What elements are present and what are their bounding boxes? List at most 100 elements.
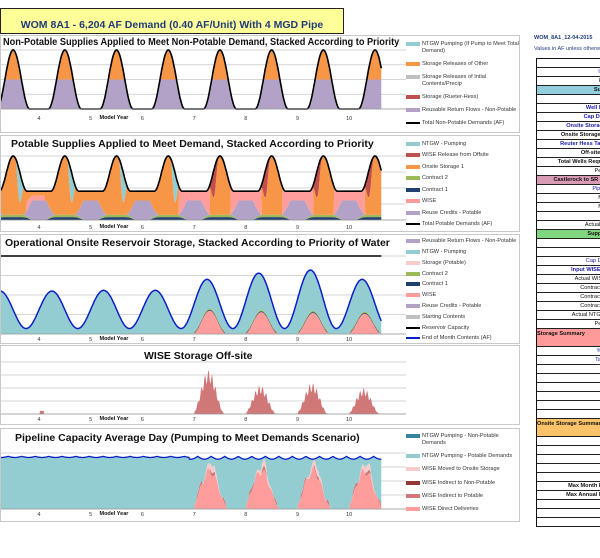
summary-row[interactable]: Sum	[537, 86, 600, 95]
summary-row[interactable]: Pipeli	[537, 185, 600, 194]
summary-row[interactable]	[537, 464, 600, 473]
summary-row[interactable]	[537, 401, 600, 410]
legend-item: Reuse Credits - Potable	[406, 303, 519, 310]
chart-non-potable-supplies[interactable]: 4 5 6 7 8 9 10 Model Year Non-Potable Supplies …	[0, 35, 520, 133]
summary-row[interactable]	[537, 500, 600, 509]
x-tick-label: 10	[346, 417, 352, 423]
x-tick-label: 4	[37, 225, 40, 231]
summary-row[interactable]: Targ	[537, 356, 600, 365]
x-tick-label: 5	[89, 116, 92, 122]
summary-row[interactable]	[537, 473, 600, 482]
summary-row[interactable]: Supply	[537, 230, 600, 239]
summary-row[interactable]: Castlerock to SR Mi	[537, 176, 600, 185]
summary-row[interactable]: Actual NTGW	[537, 311, 600, 320]
summary-row[interactable]: % c	[537, 347, 600, 356]
summary-row[interactable]: Off-site R	[537, 149, 600, 158]
summary-row[interactable]	[537, 374, 600, 383]
legend-label: NTGW Pumping - Potable Demands	[422, 453, 513, 460]
legend-item: WISE Release from Offsite	[406, 152, 519, 159]
summary-row[interactable]: Contract 2	[537, 293, 600, 302]
legend-swatch	[406, 314, 420, 319]
legend-item: Reservoir Capacity	[406, 325, 519, 332]
legend-item: NTGW Pumping (If Pump to Meet Total Dema…	[406, 41, 519, 54]
summary-row[interactable]	[537, 365, 600, 374]
x-tick-label: 9	[296, 116, 299, 122]
chart-plot: 4 5 6 7 8 9 10 Model Year	[1, 49, 406, 122]
summary-row[interactable]: Cap Del	[537, 257, 600, 266]
summary-row[interactable]: Onsite Storage Summar	[537, 419, 600, 437]
x-tick-label: 8	[244, 512, 247, 518]
summary-row[interactable]	[537, 248, 600, 257]
legend-label: End of Month Contents (AF)	[422, 335, 492, 342]
chart-wise-storage-offsite[interactable]: 4 5 6 7 8 9 10 Model Year WISE Storage Off-site	[0, 345, 520, 425]
summary-row[interactable]: A	[537, 446, 600, 455]
summary-row[interactable]: Max Annual Re	[537, 491, 600, 500]
summary-row[interactable]: Total Wells Requir	[537, 158, 600, 167]
summary-row[interactable]: Inp	[537, 68, 600, 77]
summary-row[interactable]: Storage Summary	[537, 329, 600, 347]
legend-swatch	[406, 337, 420, 340]
summary-row[interactable]: C	[537, 239, 600, 248]
summary-row[interactable]: Reuter Hess Targ	[537, 140, 600, 149]
area-wise-storage	[1, 369, 382, 414]
legend-swatch	[406, 107, 420, 112]
legend-swatch	[406, 454, 420, 459]
chart-plot: 4 5 6 7 8 9 10 Model Year	[1, 361, 406, 423]
summary-row[interactable]	[537, 383, 600, 392]
area-reuse-credits-potable	[1, 200, 382, 220]
legend-label: Starting Contents	[422, 313, 466, 320]
x-tick-label: 6	[141, 116, 144, 122]
legend-item: NTGW - Pumping	[406, 141, 519, 148]
x-tick-label: 9	[296, 337, 299, 343]
line-total-potable-demand	[1, 155, 383, 193]
legend-swatch	[406, 141, 420, 146]
summary-row[interactable]	[537, 455, 600, 464]
summary-row[interactable]	[537, 95, 600, 104]
x-tick-label: 7	[193, 116, 196, 122]
summary-row[interactable]: Ma	[537, 194, 600, 203]
legend-item: Reusable Return Flows - Non-Potable	[406, 238, 519, 245]
summary-row[interactable]: Mo	[537, 203, 600, 212]
legend-swatch	[406, 61, 420, 66]
x-tick-label: 4	[37, 417, 40, 423]
chart-onsite-reservoir-storage[interactable]: 4 5 6 7 8 9 10 Model Year Operational Onsite Re…	[0, 234, 520, 344]
legend-item: Reusable Return Flows - Non-Potable	[406, 107, 519, 114]
area-ntgw-pumping-potable	[1, 456, 382, 509]
x-tick-label: 4	[37, 116, 40, 122]
summary-row[interactable]: Actual N	[537, 221, 600, 230]
summary-row[interactable]: Perc	[537, 167, 600, 176]
summary-row[interactable]: Max Month Re	[537, 482, 600, 491]
summary-row[interactable]	[537, 437, 600, 446]
summary-row[interactable]: Well Pu	[537, 104, 600, 113]
chart-pipeline-capacity[interactable]: 4 5 6 7 8 9 10 Model Year Pipeline Capacity Ave…	[0, 428, 520, 522]
x-tick-label: 9	[296, 417, 299, 423]
summary-row[interactable]: Contract 1	[537, 284, 600, 293]
summary-row[interactable]	[537, 59, 600, 68]
legend-item: Starting Contents	[406, 313, 519, 321]
x-tick-label: 5	[89, 337, 92, 343]
x-tick-label: 5	[89, 512, 92, 518]
legend-label: NTGW Pumping (If Pump to Meet Total Dema…	[422, 41, 519, 54]
line-end-of-month-contents	[1, 269, 382, 330]
chart-title: Potable Supplies Applied to Meet Demand,…	[11, 138, 374, 150]
legend-label: Storage Releases of Intial Contents/Prec…	[422, 74, 487, 87]
summary-row[interactable]	[537, 212, 600, 221]
summary-row[interactable]: Perc	[537, 320, 600, 329]
legend-label: NTGW - Pumping	[422, 248, 467, 255]
legend-label: Contract 1	[422, 281, 448, 288]
summary-row[interactable]: Re	[537, 77, 600, 86]
summary-row[interactable]: Onsite Storage A	[537, 131, 600, 140]
summary-row[interactable]	[537, 509, 600, 518]
summary-row[interactable]	[537, 410, 600, 419]
summary-row[interactable]	[537, 518, 600, 527]
summary-row[interactable]	[537, 392, 600, 401]
summary-row[interactable]: Input WISE A	[537, 266, 600, 275]
chart-potable-supplies[interactable]: 4 5 6 7 8 9 10 Model Year Potable Supplies Appl…	[0, 135, 520, 232]
summary-row[interactable]: Actual WISE	[537, 275, 600, 284]
summary-row[interactable]: Onsite Storage	[537, 122, 600, 131]
area-contract-1	[1, 309, 382, 334]
x-tick-label: 10	[346, 225, 352, 231]
chart-title: Pipeline Capacity Average Day (Pumping t…	[15, 432, 360, 444]
summary-row[interactable]: Contract 3	[537, 302, 600, 311]
summary-row[interactable]: Cap Deli	[537, 113, 600, 122]
